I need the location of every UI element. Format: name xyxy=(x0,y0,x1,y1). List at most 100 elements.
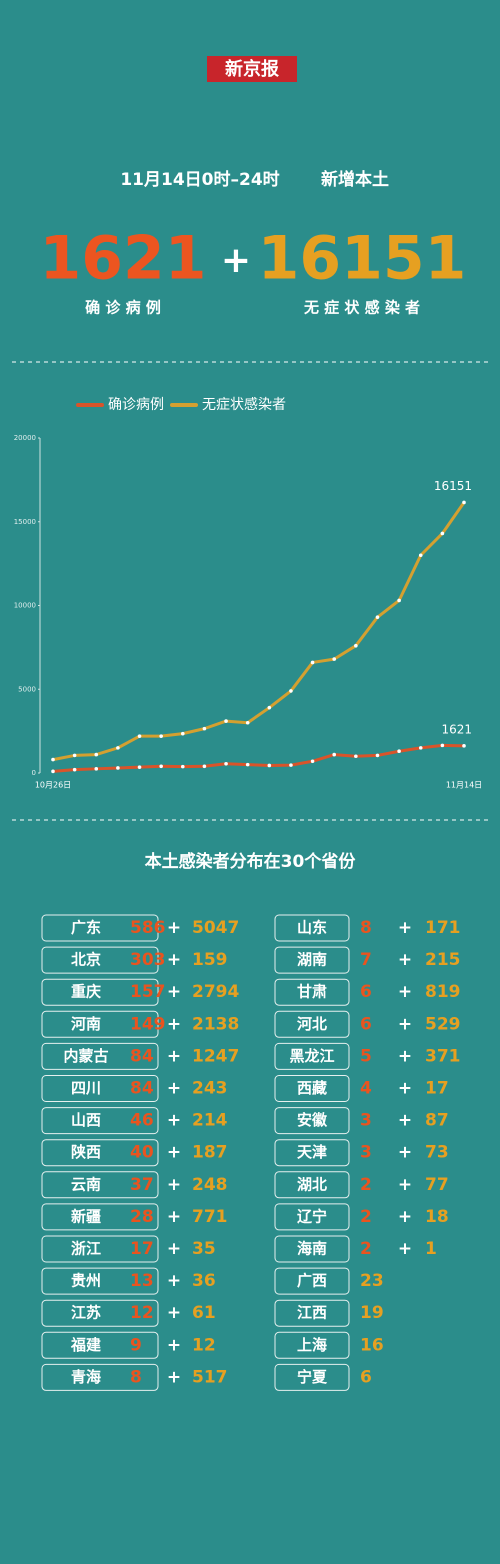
province-name: 山东 xyxy=(297,919,327,937)
province-name: 天津 xyxy=(297,1143,327,1161)
asymptomatic-count: 18 xyxy=(425,1207,449,1227)
province-name: 辽宁 xyxy=(297,1207,327,1225)
confirmed-count: 149 xyxy=(130,1014,166,1034)
confirmed-count: 9 xyxy=(130,1335,142,1355)
point xyxy=(180,731,185,736)
point xyxy=(245,762,250,767)
province-name: 西藏 xyxy=(297,1079,327,1097)
plus: + xyxy=(167,1046,181,1066)
plus: + xyxy=(167,1175,181,1195)
legend-label: 确诊病例 xyxy=(108,397,164,413)
point xyxy=(137,734,142,738)
province-box xyxy=(274,1171,350,1199)
point xyxy=(224,719,228,723)
confirmed-count: 2 xyxy=(360,1239,372,1259)
point xyxy=(159,764,163,769)
asymptomatic-count: 214 xyxy=(192,1111,228,1131)
province-name: 北京 xyxy=(71,951,101,969)
province-box xyxy=(41,1267,159,1295)
point xyxy=(397,749,401,754)
point xyxy=(375,753,380,758)
province-name: 山西 xyxy=(71,1111,101,1129)
province-box xyxy=(41,1363,159,1391)
logo: 新京报 xyxy=(225,58,279,80)
point xyxy=(245,720,250,725)
province-box xyxy=(274,946,350,974)
plus: + xyxy=(398,1079,412,1099)
province-name: 河北 xyxy=(297,1015,327,1033)
asymptomatic-count: 1 xyxy=(425,1239,437,1259)
asymptomatic-count: 36 xyxy=(192,1271,216,1291)
confirmed-count: 7 xyxy=(360,950,372,970)
asymptomatic-count: 819 xyxy=(425,982,461,1002)
data-label: 16151 xyxy=(434,479,472,493)
province-name: 甘肃 xyxy=(297,983,327,1001)
confirmed-count: 3 xyxy=(360,1111,372,1131)
confirmed-count: 37 xyxy=(130,1175,154,1195)
province-name: 河南 xyxy=(71,1015,101,1033)
confirmed-count: 28 xyxy=(130,1207,154,1227)
plus: + xyxy=(398,1207,412,1227)
province-box xyxy=(274,914,350,942)
plus: + xyxy=(167,1014,181,1034)
point xyxy=(462,500,466,505)
province-box xyxy=(41,1299,159,1327)
province-box xyxy=(274,1203,350,1231)
asymptomatic-count: 61 xyxy=(192,1303,216,1323)
province-name: 四川 xyxy=(71,1079,101,1097)
province-box xyxy=(274,1267,350,1295)
plus: + xyxy=(398,1239,412,1259)
confirmed-count: 6 xyxy=(360,1014,372,1034)
table-title: 本土感染者分布在30个省份 xyxy=(145,851,357,872)
confirmed-count: 17 xyxy=(130,1239,154,1259)
data-label: 1621 xyxy=(441,722,472,736)
asymptomatic-value: 16151 xyxy=(258,224,467,294)
asymptomatic-count: 517 xyxy=(192,1367,228,1387)
asymptomatic-count: 215 xyxy=(425,950,461,970)
province-name: 贵州 xyxy=(71,1272,101,1290)
plus: + xyxy=(167,1143,181,1163)
province-box xyxy=(274,1042,350,1070)
point xyxy=(289,763,293,767)
confirmed-count: 303 xyxy=(130,950,166,970)
province-name: 浙江 xyxy=(71,1240,101,1258)
plus: + xyxy=(167,1111,181,1131)
province-name: 广东 xyxy=(71,919,101,937)
confirmed-count: 13 xyxy=(130,1271,154,1291)
province-name: 江西 xyxy=(297,1304,327,1322)
point xyxy=(180,764,185,769)
point xyxy=(72,767,77,772)
series-line xyxy=(52,743,465,773)
point xyxy=(310,759,315,764)
confirmed-count: 84 xyxy=(130,1046,154,1066)
confirmed-count: 40 xyxy=(130,1143,154,1163)
point xyxy=(51,769,55,774)
y-tick-label: 5000 xyxy=(18,685,36,693)
plus: + xyxy=(167,1239,181,1259)
plus: + xyxy=(167,1207,181,1227)
point xyxy=(375,615,380,620)
title: 11月14日0时–24时 xyxy=(120,170,279,190)
plus: + xyxy=(398,1143,412,1163)
asymptomatic-count: 243 xyxy=(192,1079,228,1099)
plus: + xyxy=(398,918,412,938)
point xyxy=(332,752,337,757)
point xyxy=(418,746,423,750)
confirmed-count: 4 xyxy=(360,1079,372,1099)
province-box xyxy=(274,1010,350,1038)
point xyxy=(202,726,207,731)
province-box xyxy=(274,978,350,1006)
province-box xyxy=(41,1203,159,1231)
point xyxy=(159,734,163,738)
confirmed-count: 586 xyxy=(130,918,166,938)
province-box xyxy=(41,1042,159,1070)
province-name: 江苏 xyxy=(71,1304,101,1322)
province-box xyxy=(274,1075,350,1102)
confirmed-count: 46 xyxy=(130,1111,154,1131)
asymptomatic-count: 171 xyxy=(425,918,461,938)
confirmed-count: 2 xyxy=(360,1207,372,1227)
province-name: 云南 xyxy=(71,1175,101,1193)
point xyxy=(354,643,358,648)
